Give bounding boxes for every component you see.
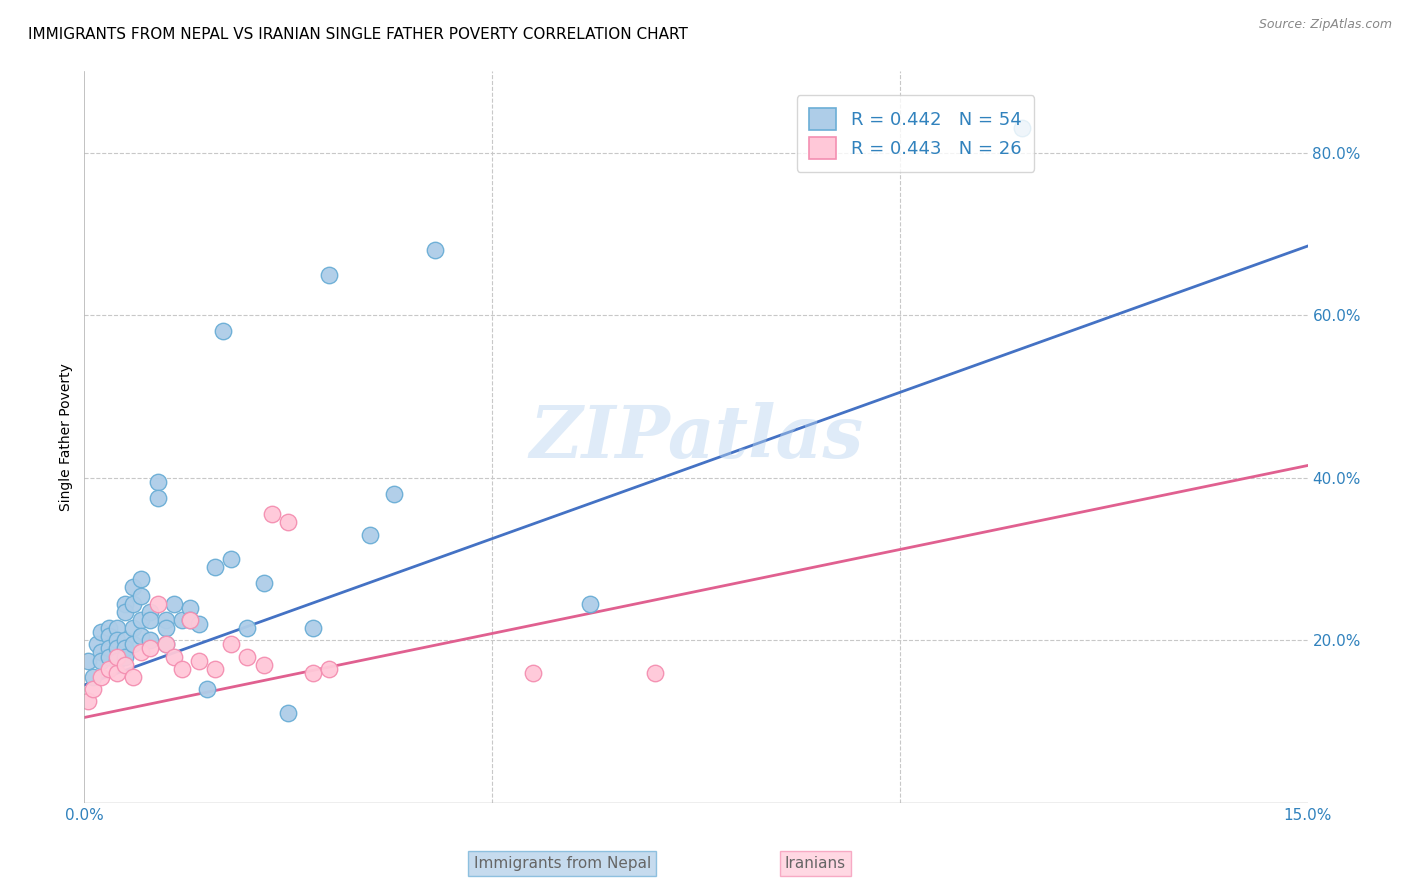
Point — [579, 597, 602, 611]
Point — [522, 665, 544, 680]
Point — [1011, 121, 1033, 136]
Point — [155, 637, 177, 651]
Point — [86, 637, 108, 651]
Point — [97, 621, 120, 635]
Point — [82, 670, 104, 684]
Point — [359, 527, 381, 541]
Point — [105, 649, 128, 664]
Point — [163, 597, 186, 611]
Point — [77, 694, 100, 708]
Point — [105, 665, 128, 680]
Point — [138, 633, 160, 648]
Point — [131, 613, 153, 627]
Point — [114, 597, 136, 611]
Point — [277, 706, 299, 721]
Point — [146, 597, 169, 611]
Point — [138, 605, 160, 619]
Point — [82, 681, 104, 696]
Point — [260, 508, 283, 522]
Point — [122, 597, 145, 611]
Point — [97, 641, 120, 656]
Point — [114, 641, 136, 656]
Point — [179, 613, 201, 627]
Point — [179, 600, 201, 615]
Point — [644, 665, 666, 680]
Point — [172, 613, 194, 627]
Point — [204, 560, 226, 574]
Point — [90, 645, 112, 659]
Point — [195, 681, 218, 696]
Point — [204, 662, 226, 676]
Legend: R = 0.442   N = 54, R = 0.443   N = 26: R = 0.442 N = 54, R = 0.443 N = 26 — [797, 95, 1035, 171]
Point — [253, 657, 276, 672]
Point — [212, 325, 235, 339]
Point — [187, 654, 209, 668]
Point — [90, 654, 112, 668]
Point — [423, 243, 446, 257]
Point — [301, 665, 323, 680]
Point — [90, 670, 112, 684]
Point — [138, 641, 160, 656]
Point — [155, 621, 177, 635]
Point — [131, 589, 153, 603]
Point — [97, 662, 120, 676]
Point — [105, 641, 128, 656]
Point — [131, 645, 153, 659]
Point — [146, 491, 169, 505]
Point — [114, 649, 136, 664]
Point — [122, 637, 145, 651]
Text: Immigrants from Nepal: Immigrants from Nepal — [474, 856, 651, 871]
Point — [77, 654, 100, 668]
Point — [179, 613, 201, 627]
Point — [318, 268, 340, 282]
Point — [219, 552, 242, 566]
Y-axis label: Single Father Poverty: Single Father Poverty — [59, 363, 73, 511]
Point — [114, 633, 136, 648]
Point — [155, 637, 177, 651]
Point — [318, 662, 340, 676]
Point — [122, 581, 145, 595]
Text: ZIPatlas: ZIPatlas — [529, 401, 863, 473]
Point — [236, 621, 259, 635]
Text: Source: ZipAtlas.com: Source: ZipAtlas.com — [1258, 18, 1392, 31]
Point — [146, 475, 169, 489]
Point — [172, 662, 194, 676]
Point — [236, 649, 259, 664]
Point — [97, 649, 120, 664]
Point — [253, 576, 276, 591]
Point — [301, 621, 323, 635]
Point — [131, 572, 153, 586]
Text: Iranians: Iranians — [785, 856, 846, 871]
Point — [105, 621, 128, 635]
Point — [122, 670, 145, 684]
Point — [90, 625, 112, 640]
Point — [114, 605, 136, 619]
Point — [382, 487, 405, 501]
Point — [114, 657, 136, 672]
Text: IMMIGRANTS FROM NEPAL VS IRANIAN SINGLE FATHER POVERTY CORRELATION CHART: IMMIGRANTS FROM NEPAL VS IRANIAN SINGLE … — [28, 27, 688, 42]
Point — [138, 613, 160, 627]
Point — [122, 621, 145, 635]
Point — [131, 629, 153, 643]
Point — [105, 633, 128, 648]
Point — [187, 617, 209, 632]
Point — [97, 629, 120, 643]
Point — [277, 516, 299, 530]
Point — [155, 613, 177, 627]
Point — [105, 654, 128, 668]
Point — [163, 649, 186, 664]
Point — [219, 637, 242, 651]
